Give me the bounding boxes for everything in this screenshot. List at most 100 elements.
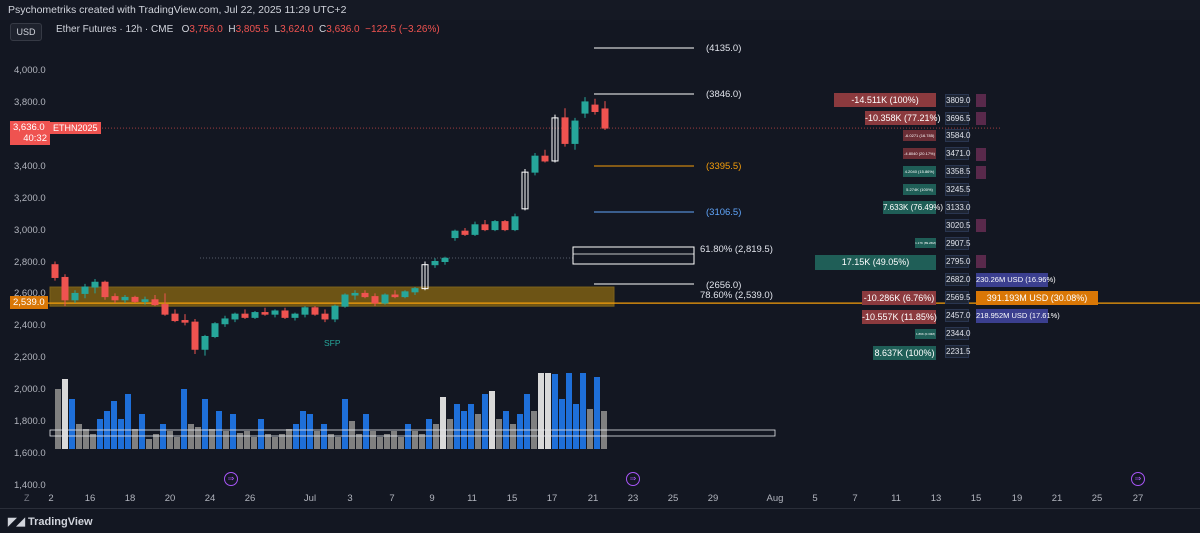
candle-body xyxy=(551,117,559,162)
price-level: 3696.5 xyxy=(945,112,971,125)
position-box: 1.17K (89.26M) xyxy=(915,238,936,248)
candle-body xyxy=(311,307,319,315)
volume-bar xyxy=(475,414,481,449)
bar-countdown: 40:32 xyxy=(23,133,47,144)
volume-bar xyxy=(55,389,61,449)
price-level: 2795.0 xyxy=(945,255,971,268)
replay-icon[interactable]: ⇒ xyxy=(626,472,640,486)
candle-body xyxy=(451,230,459,239)
price-tick: 4,000.0 xyxy=(14,65,46,76)
volume-bar xyxy=(62,379,68,449)
price-tick: 2,800.0 xyxy=(14,257,46,268)
volume-bar xyxy=(118,419,124,449)
currency-button[interactable]: USD xyxy=(10,23,42,41)
volume-bar xyxy=(209,429,215,449)
volume-bar xyxy=(524,394,530,449)
position-box: -6.0271 (16.785) xyxy=(903,130,936,141)
fib-box xyxy=(572,246,695,265)
chart-svg[interactable] xyxy=(0,0,1200,508)
candle-body xyxy=(461,230,469,235)
volume-bar xyxy=(251,437,257,449)
volume-bar xyxy=(447,419,453,449)
volume-bar xyxy=(293,424,299,449)
price-tick: 3,000.0 xyxy=(14,225,46,236)
timezone-toggle[interactable]: Z xyxy=(24,493,30,503)
time-tick: 13 xyxy=(930,493,942,504)
volume-bar xyxy=(405,424,411,449)
time-tick: 26 xyxy=(244,493,256,504)
volume-bar xyxy=(545,373,551,449)
volume-profile-box xyxy=(49,429,776,437)
candle-body xyxy=(121,296,129,301)
candle-body xyxy=(161,304,169,315)
time-tick: 15 xyxy=(506,493,518,504)
volume-bar xyxy=(272,437,278,449)
volume-bar xyxy=(496,419,502,449)
candle-body xyxy=(571,120,579,144)
candle-body xyxy=(581,101,589,114)
volume-bar xyxy=(580,373,586,449)
time-tick: 29 xyxy=(707,493,719,504)
high-label: H xyxy=(228,24,236,35)
candle-body xyxy=(561,117,569,144)
tradingview-logo[interactable]: ◤◢ TradingView xyxy=(8,515,93,528)
price-level: 3245.5 xyxy=(945,183,971,196)
replay-icon[interactable]: ⇒ xyxy=(224,472,238,486)
volume-bar xyxy=(398,437,404,449)
position-box: -10.286K (6.76%) xyxy=(862,291,936,305)
price-level: 3584.0 xyxy=(945,129,971,142)
volume-bar xyxy=(573,404,579,449)
volume-bar xyxy=(328,434,334,449)
time-tick: 7 xyxy=(389,493,395,504)
candle-body xyxy=(441,257,449,262)
top-bar: Psychometriks created with TradingView.c… xyxy=(0,0,1200,20)
volume-bar xyxy=(195,427,201,449)
symbol-legend: Ether Futures · 12h · CME O3,756.0 H3,80… xyxy=(56,24,440,35)
change-value: −122.5 (−3.26%) xyxy=(365,24,440,35)
price-tick: 3,400.0 xyxy=(14,161,46,172)
volume-bar xyxy=(132,429,138,449)
candle-body xyxy=(71,292,79,301)
volume-bar xyxy=(419,434,425,449)
candle-body xyxy=(201,336,209,350)
candle-body xyxy=(411,288,419,293)
volume-bar xyxy=(433,424,439,449)
volume-bar xyxy=(391,431,397,449)
time-tick: 15 xyxy=(970,493,982,504)
candle-body xyxy=(501,221,509,231)
volume-bar xyxy=(125,394,131,449)
level-label-fib-786: 78.60% (2,539.0) xyxy=(700,290,773,301)
volume-bar xyxy=(538,373,544,449)
candle-body xyxy=(341,294,349,307)
candle-body xyxy=(591,104,599,112)
current-price-value: 3,636.0 xyxy=(13,122,45,133)
candle-body xyxy=(231,313,239,320)
time-tick: 23 xyxy=(627,493,639,504)
volume-box: 218.952M USD (17.61%) xyxy=(976,309,1060,323)
price-level: 3358.5 xyxy=(945,165,971,178)
volume-bar xyxy=(349,421,355,449)
price-level: 3809.0 xyxy=(945,94,971,107)
close-value: 3,636.0 xyxy=(326,24,360,35)
replay-icon[interactable]: ⇒ xyxy=(1131,472,1145,486)
price-level: 2907.5 xyxy=(945,237,971,250)
candle-body xyxy=(391,294,399,298)
candle-body xyxy=(381,294,389,304)
symbol-name: Ether Futures · 12h · CME xyxy=(56,24,174,35)
candle-body xyxy=(351,292,359,296)
time-tick: Aug xyxy=(766,493,784,504)
price-level: 2682.0 xyxy=(945,273,971,286)
time-tick: 7 xyxy=(852,493,858,504)
candle-body xyxy=(81,286,89,294)
price-level: 3020.5 xyxy=(945,219,971,232)
volume-bar xyxy=(160,424,166,449)
candle-body xyxy=(511,216,519,231)
candle-body xyxy=(181,320,189,323)
tradingview-logo-text: TradingView xyxy=(27,516,93,528)
volume-bar xyxy=(265,434,271,449)
volume-bar xyxy=(111,401,117,449)
position-box: 7.633K (76.49%) xyxy=(883,201,944,214)
volume-bar xyxy=(90,434,96,449)
volume-bar xyxy=(587,409,593,449)
volume-bar xyxy=(146,439,152,449)
